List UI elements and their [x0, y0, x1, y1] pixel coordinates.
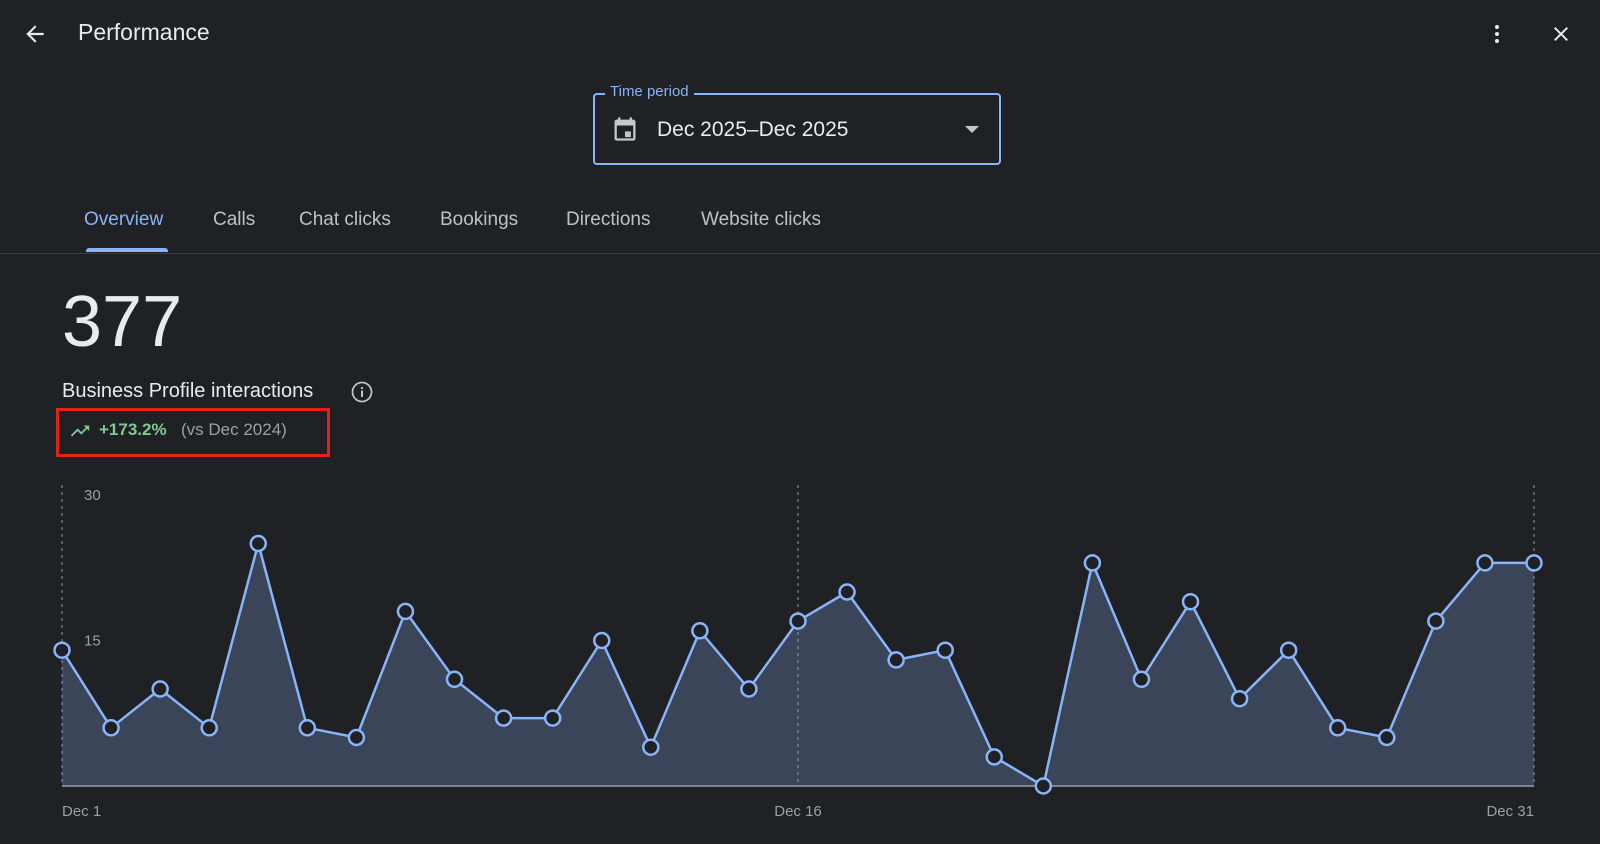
data-point — [1476, 554, 1494, 572]
data-point — [936, 641, 954, 659]
time-period-value: Dec 2025–Dec 2025 — [657, 118, 849, 141]
change-highlight-box: +173.2% (vs Dec 2024) — [56, 408, 330, 457]
data-point — [200, 719, 218, 737]
x-tick-label: Dec 1 — [62, 803, 101, 820]
y-tick-label: 30 — [84, 487, 101, 504]
x-tick-label: Dec 16 — [774, 803, 822, 820]
series-area — [62, 543, 1534, 786]
tab-overview[interactable]: Overview — [84, 209, 164, 230]
data-point — [1525, 554, 1543, 572]
time-period-select[interactable]: Time period Dec 2025–Dec 2025 — [593, 83, 1001, 165]
data-point — [838, 583, 856, 601]
top-bar: Performance — [0, 0, 1600, 68]
data-point — [494, 709, 513, 727]
tab-chat-clicks[interactable]: Chat clicks — [299, 209, 391, 230]
more-vert-icon — [1495, 25, 1499, 43]
close-button[interactable] — [1541, 14, 1581, 54]
data-point — [1034, 777, 1053, 795]
interactions-chart: 30 15 Dec 1 Dec 16 Dec 31 — [53, 485, 1543, 820]
data-point — [887, 651, 905, 669]
data-point — [1230, 689, 1249, 708]
x-tick-label: Dec 31 — [1486, 803, 1534, 820]
data-point — [740, 680, 758, 698]
data-point — [642, 738, 660, 756]
data-point — [1328, 719, 1347, 737]
y-tick-label: 15 — [84, 633, 101, 650]
data-point — [1083, 554, 1102, 572]
more-options-button[interactable] — [1477, 14, 1517, 54]
arrow-left-icon — [26, 25, 44, 43]
tab-calls[interactable]: Calls — [213, 209, 256, 230]
caret-down-icon — [965, 126, 979, 133]
tab-directions[interactable]: Directions — [566, 209, 651, 230]
data-point — [53, 641, 71, 659]
page-title: Performance — [78, 19, 210, 45]
close-icon — [1554, 27, 1568, 41]
active-tab-indicator — [86, 248, 168, 252]
change-comparison: (vs Dec 2024) — [181, 420, 287, 439]
data-point — [691, 622, 709, 640]
change-percent: +173.2% — [99, 420, 167, 439]
data-point — [298, 719, 317, 737]
data-point — [1279, 641, 1298, 659]
data-point — [985, 748, 1004, 766]
metric-label: Business Profile interactions — [62, 380, 314, 402]
data-point — [396, 602, 415, 621]
data-point — [1427, 612, 1445, 630]
tab-website-clicks[interactable]: Website clicks — [701, 209, 822, 230]
data-point — [543, 709, 562, 727]
trending-up-icon — [70, 425, 90, 437]
data-point — [592, 631, 611, 650]
info-icon[interactable] — [350, 380, 374, 404]
back-button[interactable] — [15, 14, 55, 54]
data-point — [151, 680, 169, 698]
metric-value: 377 — [62, 282, 183, 362]
data-point — [1132, 670, 1151, 689]
data-point — [445, 670, 464, 689]
data-point — [1181, 592, 1200, 611]
data-point — [102, 719, 120, 737]
data-point — [347, 728, 366, 747]
tab-bookings[interactable]: Bookings — [440, 209, 519, 230]
data-point — [789, 612, 807, 630]
data-point — [1378, 728, 1396, 747]
tab-bar: Overview Calls Chat clicks Bookings Dire… — [0, 195, 1600, 254]
time-period-label: Time period — [605, 83, 694, 100]
calendar-icon — [614, 117, 636, 141]
data-point — [249, 534, 268, 553]
